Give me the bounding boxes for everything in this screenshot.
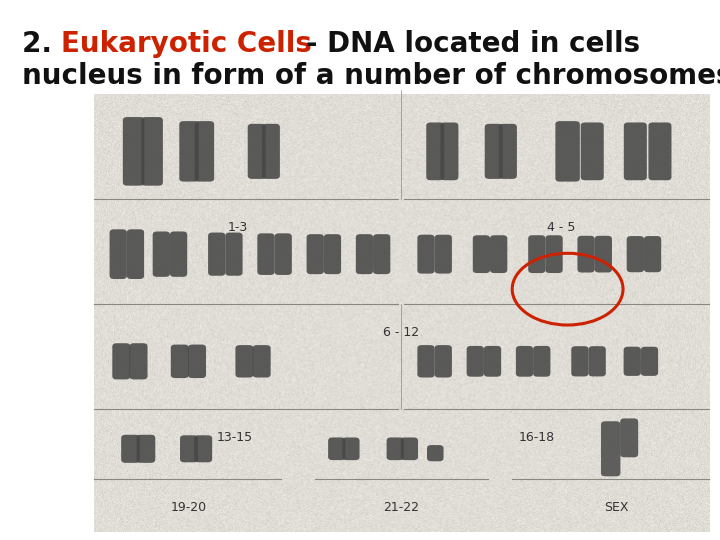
Text: 16-18: 16-18 — [519, 431, 555, 444]
FancyBboxPatch shape — [626, 236, 644, 272]
FancyBboxPatch shape — [274, 233, 292, 275]
FancyBboxPatch shape — [601, 421, 621, 476]
FancyBboxPatch shape — [208, 233, 225, 276]
FancyBboxPatch shape — [418, 345, 435, 377]
FancyBboxPatch shape — [112, 343, 130, 380]
FancyBboxPatch shape — [571, 346, 588, 376]
FancyBboxPatch shape — [130, 343, 148, 380]
FancyBboxPatch shape — [188, 345, 206, 378]
FancyBboxPatch shape — [324, 234, 341, 274]
FancyBboxPatch shape — [194, 121, 214, 181]
FancyBboxPatch shape — [499, 124, 517, 179]
FancyBboxPatch shape — [485, 124, 503, 179]
FancyBboxPatch shape — [581, 123, 604, 180]
FancyBboxPatch shape — [426, 123, 444, 180]
FancyBboxPatch shape — [248, 124, 266, 179]
FancyBboxPatch shape — [194, 435, 212, 462]
FancyBboxPatch shape — [170, 232, 187, 277]
FancyBboxPatch shape — [577, 236, 595, 273]
Text: 2.: 2. — [22, 30, 71, 58]
FancyBboxPatch shape — [484, 346, 501, 377]
FancyBboxPatch shape — [342, 437, 359, 460]
FancyBboxPatch shape — [171, 345, 189, 378]
FancyBboxPatch shape — [328, 437, 346, 460]
FancyBboxPatch shape — [225, 233, 243, 276]
FancyBboxPatch shape — [253, 345, 271, 377]
FancyBboxPatch shape — [356, 234, 373, 274]
FancyBboxPatch shape — [528, 235, 546, 273]
FancyBboxPatch shape — [473, 235, 490, 273]
FancyBboxPatch shape — [373, 234, 390, 274]
Text: 4 - 5: 4 - 5 — [547, 221, 576, 234]
FancyBboxPatch shape — [121, 435, 140, 463]
Text: 13-15: 13-15 — [217, 431, 253, 444]
FancyBboxPatch shape — [153, 232, 170, 277]
FancyBboxPatch shape — [435, 345, 452, 377]
FancyBboxPatch shape — [435, 235, 452, 274]
FancyBboxPatch shape — [588, 346, 606, 376]
FancyBboxPatch shape — [387, 437, 404, 460]
FancyBboxPatch shape — [490, 235, 508, 273]
FancyBboxPatch shape — [401, 437, 418, 460]
Text: nucleus in form of a number of chromosomes: nucleus in form of a number of chromosom… — [22, 62, 720, 90]
FancyBboxPatch shape — [180, 435, 198, 462]
FancyBboxPatch shape — [109, 230, 127, 279]
FancyBboxPatch shape — [546, 235, 563, 273]
Text: SEX: SEX — [605, 501, 629, 514]
FancyBboxPatch shape — [533, 346, 550, 377]
FancyBboxPatch shape — [235, 345, 253, 377]
FancyBboxPatch shape — [467, 346, 484, 377]
FancyBboxPatch shape — [307, 234, 324, 274]
FancyBboxPatch shape — [620, 418, 638, 457]
Text: 1-3: 1-3 — [228, 221, 248, 234]
Text: 6 - 12: 6 - 12 — [383, 326, 420, 339]
FancyBboxPatch shape — [555, 121, 580, 181]
FancyBboxPatch shape — [624, 123, 647, 180]
FancyBboxPatch shape — [418, 235, 435, 274]
FancyBboxPatch shape — [516, 346, 533, 377]
FancyBboxPatch shape — [427, 445, 444, 461]
FancyBboxPatch shape — [262, 124, 280, 179]
FancyBboxPatch shape — [641, 347, 658, 376]
Text: 19-20: 19-20 — [171, 501, 207, 514]
FancyBboxPatch shape — [649, 123, 672, 180]
FancyBboxPatch shape — [141, 117, 163, 186]
Text: 21-22: 21-22 — [383, 501, 419, 514]
Text: Eukaryotic Cells: Eukaryotic Cells — [61, 30, 312, 58]
FancyBboxPatch shape — [127, 230, 144, 279]
FancyBboxPatch shape — [441, 123, 459, 180]
FancyBboxPatch shape — [179, 121, 199, 181]
FancyBboxPatch shape — [624, 347, 641, 376]
FancyBboxPatch shape — [595, 236, 612, 273]
FancyBboxPatch shape — [137, 435, 156, 463]
FancyBboxPatch shape — [257, 233, 274, 275]
FancyBboxPatch shape — [644, 236, 661, 272]
Text: - DNA located in cells: - DNA located in cells — [306, 30, 640, 58]
FancyBboxPatch shape — [123, 117, 145, 186]
